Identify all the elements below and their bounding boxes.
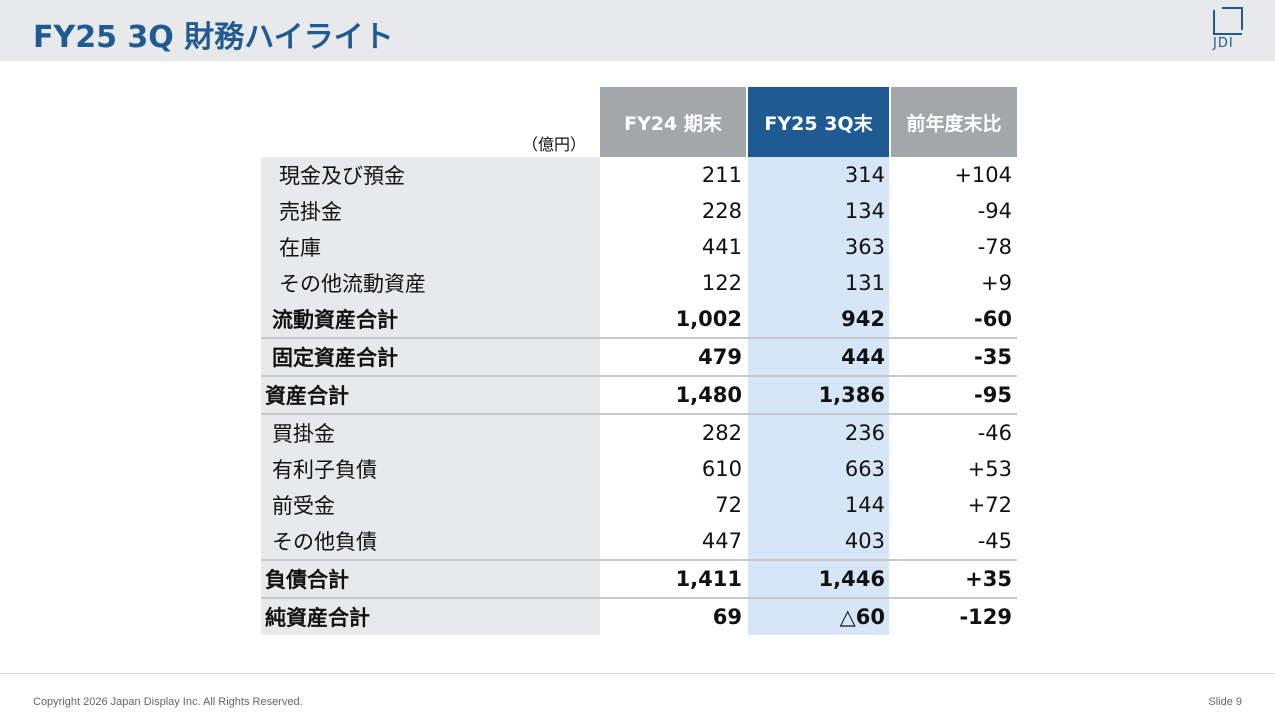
- yoy-change-value: +104: [891, 157, 1017, 193]
- table-row: 資産合計 1,480 1,386 -95: [261, 375, 1017, 414]
- fy24-value: 1,411: [600, 559, 746, 598]
- copyright-text: Copyright 2026 Japan Display Inc. All Ri…: [33, 696, 303, 708]
- row-label: 有利子負債: [261, 451, 600, 487]
- yoy-change-value: -95: [891, 375, 1017, 414]
- row-label: 売掛金: [261, 193, 600, 229]
- row-label: 買掛金: [261, 413, 600, 451]
- balance-sheet-table: （億円） FY24 期末 FY25 3Q末 前年度末比 現金及び預金 211 314…: [261, 87, 1017, 635]
- yoy-change-value: -45: [891, 523, 1017, 560]
- row-label: 現金及び預金: [261, 157, 600, 193]
- fy24-value: 122: [600, 265, 746, 301]
- fy25-3q-value: 942: [748, 301, 889, 338]
- fy24-value: 1,002: [600, 301, 746, 338]
- row-label: その他流動資産: [261, 265, 600, 301]
- fy25-3q-value: 314: [748, 157, 889, 193]
- row-label: 流動資産合計: [261, 301, 600, 338]
- fy24-value: 479: [600, 337, 746, 376]
- table-row: 負債合計 1,411 1,446 +35: [261, 559, 1017, 598]
- yoy-change-value: +72: [891, 487, 1017, 523]
- fy25-3q-value: 663: [748, 451, 889, 487]
- jdi-logo-icon: [1213, 7, 1243, 35]
- table-header-row: （億円） FY24 期末 FY25 3Q末 前年度末比: [261, 87, 1017, 157]
- table-row: 買掛金 282 236 -46: [261, 413, 1017, 451]
- column-header-yoy-change: 前年度末比: [891, 87, 1017, 157]
- fy24-value: 447: [600, 523, 746, 560]
- fy24-value: 69: [600, 597, 746, 635]
- fy25-3q-value: 403: [748, 523, 889, 560]
- fy24-value: 610: [600, 451, 746, 487]
- row-label: 在庫: [261, 229, 600, 265]
- row-label: 固定資産合計: [261, 337, 600, 376]
- table-row: その他流動資産 122 131 +9: [261, 265, 1017, 301]
- fy25-3q-value: △60: [748, 597, 889, 635]
- row-label: 純資産合計: [261, 597, 600, 635]
- fy25-3q-value: 1,386: [748, 375, 889, 414]
- fy25-3q-value: 236: [748, 413, 889, 451]
- yoy-change-value: -60: [891, 301, 1017, 338]
- table-row: 在庫 441 363 -78: [261, 229, 1017, 265]
- logo-text: JDI: [1213, 36, 1234, 51]
- yoy-change-value: -78: [891, 229, 1017, 265]
- footer-divider: [0, 673, 1275, 674]
- fy25-3q-value: 131: [748, 265, 889, 301]
- slide-title: FY25 3Q 財務ハイライト: [33, 20, 394, 55]
- yoy-change-value: +35: [891, 559, 1017, 598]
- fy25-3q-value: 134: [748, 193, 889, 229]
- yoy-change-value: +53: [891, 451, 1017, 487]
- yoy-change-value: -94: [891, 193, 1017, 229]
- unit-label: （億円）: [261, 87, 600, 157]
- slide-number: Slide 9: [1208, 696, 1242, 708]
- row-label: 前受金: [261, 487, 600, 523]
- fy24-value: 72: [600, 487, 746, 523]
- slide-header: FY25 3Q 財務ハイライト: [0, 0, 1275, 61]
- table-row: 現金及び預金 211 314 +104: [261, 157, 1017, 193]
- fy24-value: 441: [600, 229, 746, 265]
- table-row: 純資産合計 69 △60 -129: [261, 597, 1017, 635]
- yoy-change-value: -35: [891, 337, 1017, 376]
- fy25-3q-value: 363: [748, 229, 889, 265]
- table-row: 流動資産合計 1,002 942 -60: [261, 301, 1017, 338]
- fy24-value: 282: [600, 413, 746, 451]
- row-label: その他負債: [261, 523, 600, 560]
- row-label: 負債合計: [261, 559, 600, 598]
- fy24-value: 1,480: [600, 375, 746, 414]
- fy25-3q-value: 444: [748, 337, 889, 376]
- column-header-fy25-3q: FY25 3Q末: [748, 87, 889, 157]
- fy25-3q-value: 1,446: [748, 559, 889, 598]
- fy24-value: 228: [600, 193, 746, 229]
- row-label: 資産合計: [261, 375, 600, 414]
- yoy-change-value: -129: [891, 597, 1017, 635]
- table-row: 有利子負債 610 663 +53: [261, 451, 1017, 487]
- column-header-fy24: FY24 期末: [600, 87, 746, 157]
- table-row: 固定資産合計 479 444 -35: [261, 337, 1017, 376]
- yoy-change-value: -46: [891, 413, 1017, 451]
- yoy-change-value: +9: [891, 265, 1017, 301]
- fy25-3q-value: 144: [748, 487, 889, 523]
- fy24-value: 211: [600, 157, 746, 193]
- table-row: 前受金 72 144 +72: [261, 487, 1017, 523]
- table-row: その他負債 447 403 -45: [261, 523, 1017, 560]
- table-row: 売掛金 228 134 -94: [261, 193, 1017, 229]
